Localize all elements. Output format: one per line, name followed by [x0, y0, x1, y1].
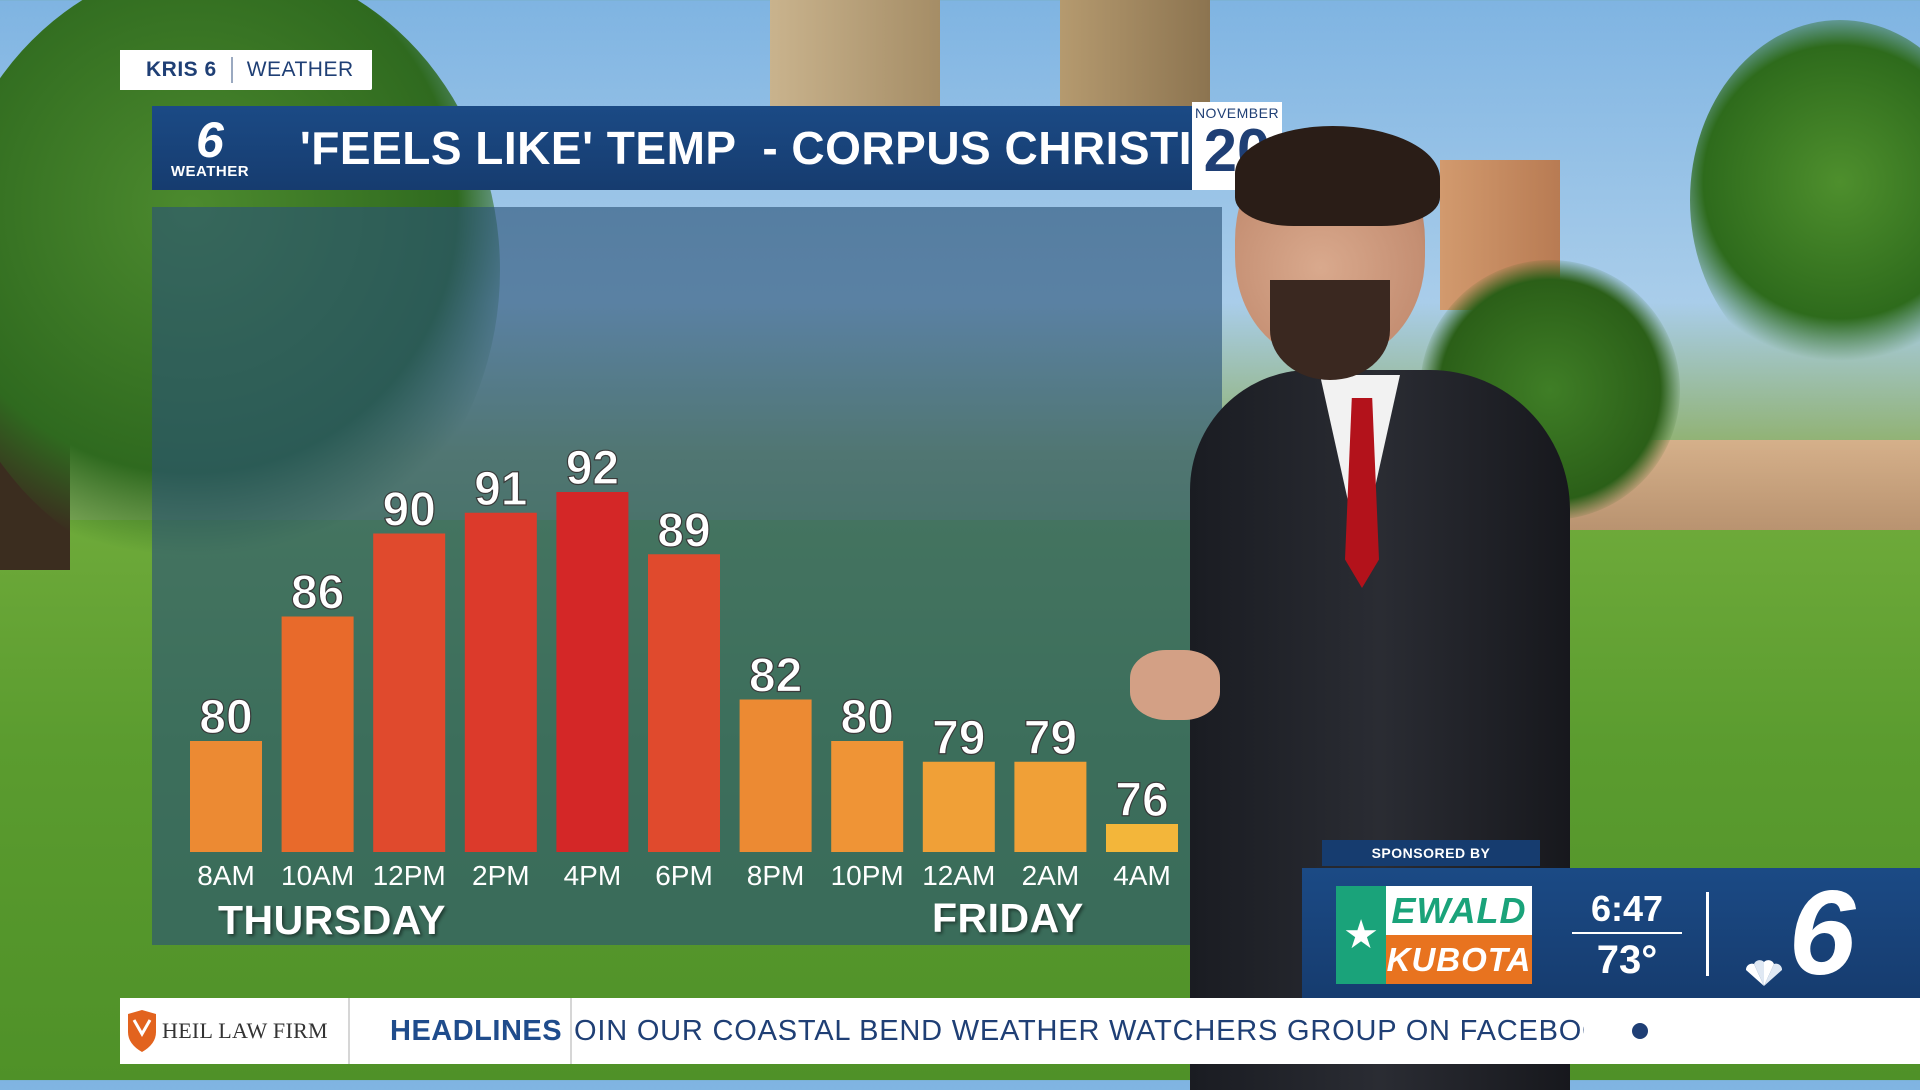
x-tick-label: 8AM [197, 860, 255, 891]
x-tick-label: 4AM [1113, 860, 1171, 891]
background-building [1540, 440, 1920, 530]
bar-value-label: 90 [383, 484, 436, 537]
x-tick-label: 10AM [281, 860, 354, 891]
brand-divider [230, 57, 233, 83]
current-temp: 73° [1596, 938, 1658, 982]
x-tick-label: 6PM [655, 860, 713, 891]
presenter-hair [1235, 126, 1440, 226]
ticker-text: OIN OUR COASTAL BEND WEATHER WATCHERS GR… [574, 1014, 1584, 1047]
x-tick-label: 2AM [1022, 860, 1080, 891]
bar-2pm [464, 512, 537, 852]
bar-value-label: 82 [749, 650, 802, 703]
bar-12pm [373, 533, 446, 852]
sponsor-name-bottom: KUBOTA [1386, 935, 1532, 984]
bar-10pm [831, 741, 904, 852]
bug-divider [1706, 892, 1709, 976]
star-icon: ★ [1336, 886, 1386, 984]
section-name: WEATHER [246, 58, 354, 81]
x-tick-label: 12AM [922, 860, 995, 891]
background-tree [1690, 20, 1920, 380]
station-name: KRIS 6 [146, 58, 217, 81]
bar-value-label: 76 [1115, 774, 1168, 827]
bar-value-label: 79 [932, 712, 985, 765]
ticker-dot-icon [1632, 1023, 1648, 1039]
current-time: 6:47 [1572, 886, 1682, 934]
bar-value-label: 92 [566, 442, 619, 495]
station-bug: ★ EWALD KUBOTA 6:47 73° 6 [1302, 868, 1920, 998]
bar-12am [922, 761, 995, 852]
day-label-friday: FRIDAY [932, 895, 1084, 941]
background-tree-trunk [0, 150, 70, 570]
shield-icon [128, 1010, 156, 1052]
x-tick-label: 8PM [747, 860, 805, 891]
bar-8pm [739, 699, 812, 852]
bar-value-label: 80 [841, 691, 894, 744]
bar-6pm [648, 554, 720, 852]
bar-8am [190, 741, 262, 852]
sponsored-by-label: SPONSORED BY [1322, 840, 1540, 866]
ticker-sponsor-name: HEIL LAW FIRM [162, 1018, 328, 1043]
bar-4am [1106, 824, 1178, 852]
graphic-header: 6 WEATHER 'FEELS LIKE' TEMP - CORPUS CHR… [152, 106, 1192, 190]
ticker-label: HEADLINES [390, 1014, 563, 1047]
background-tower [1060, 0, 1210, 110]
station-logo: 6 WEATHER [152, 106, 268, 190]
news-ticker: HEIL LAW FIRM HEADLINES OIN OUR COASTAL … [120, 998, 1920, 1064]
sponsor-name-top: EWALD [1386, 886, 1532, 935]
peacock-icon [1745, 960, 1783, 986]
bar-value-label: 80 [199, 691, 252, 744]
feels-like-chart-panel: 80 8AM 86 10AM 90 12PM 91 2PM 92 4PM 89 6PM 82 8PM 80 1… [152, 207, 1222, 945]
logo-number: 6 [196, 111, 224, 168]
sponsor-logo: ★ EWALD KUBOTA [1336, 886, 1532, 984]
clock-temp: 6:47 73° [1572, 886, 1682, 986]
bar-10am [281, 616, 354, 852]
presenter-hand [1130, 650, 1220, 720]
bar-2am [1014, 761, 1087, 852]
ticker-divider [570, 998, 572, 1064]
bar-value-label: 89 [657, 504, 710, 557]
background-tower [770, 0, 940, 110]
x-tick-label: 4PM [564, 860, 622, 891]
bug-logo-number: 6 [1788, 866, 1856, 1000]
brand-tab: KRIS 6 WEATHER [120, 50, 372, 90]
feels-like-bar-chart: 80 8AM 86 10AM 90 12PM 91 2PM 92 4PM 89 6PM 82 8PM 80 1… [190, 441, 1178, 891]
presenter-tie [1345, 398, 1379, 588]
bar-value-label: 86 [291, 567, 344, 620]
x-tick-label: 2PM [472, 860, 530, 891]
x-tick-label: 12PM [373, 860, 446, 891]
bar-value-label: 91 [474, 463, 527, 516]
ticker-sponsor: HEIL LAW FIRM [120, 998, 350, 1064]
bar-value-label: 79 [1024, 712, 1077, 765]
logo-label: WEATHER [170, 162, 250, 180]
presenter-beard [1270, 280, 1390, 380]
date-month: NOVEMBER [1194, 105, 1280, 121]
x-tick-label: 10PM [831, 860, 904, 891]
day-label-thursday: THURSDAY [218, 897, 447, 943]
graphic-title: 'FEELS LIKE' TEMP - CORPUS CHRISTI [299, 122, 1192, 174]
bar-4pm [556, 492, 629, 852]
